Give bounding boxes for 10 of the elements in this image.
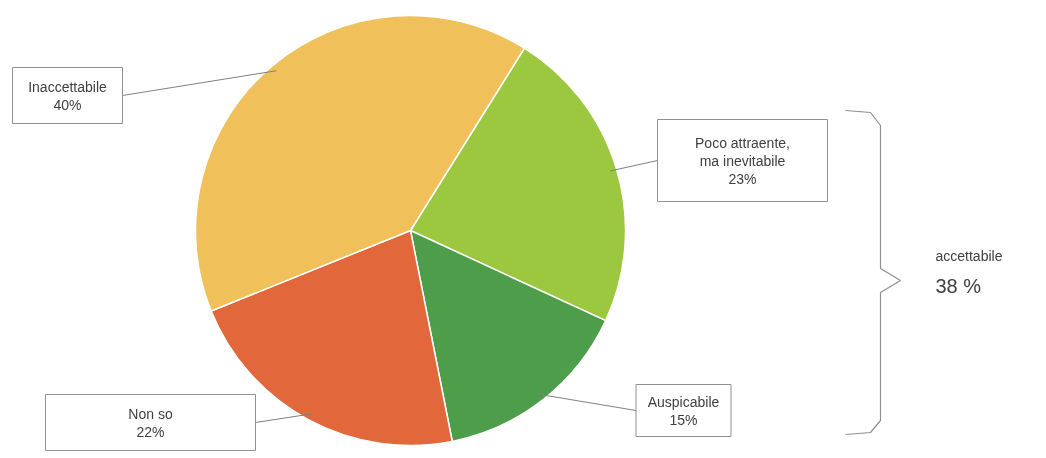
text: 38 % bbox=[935, 274, 982, 297]
data-label: 22% bbox=[136, 423, 165, 440]
slice-label: Non so bbox=[128, 405, 173, 422]
slice-label: Inaccettabile bbox=[28, 78, 108, 95]
text: accettabile bbox=[935, 247, 1003, 264]
data-label: 15% bbox=[669, 411, 698, 428]
slice-label: Auspicabile bbox=[647, 393, 720, 410]
data-label: 23% bbox=[728, 170, 757, 187]
slice-label: Poco attraente, ma inevitabile bbox=[695, 134, 790, 169]
data-label: 40% bbox=[53, 96, 82, 113]
